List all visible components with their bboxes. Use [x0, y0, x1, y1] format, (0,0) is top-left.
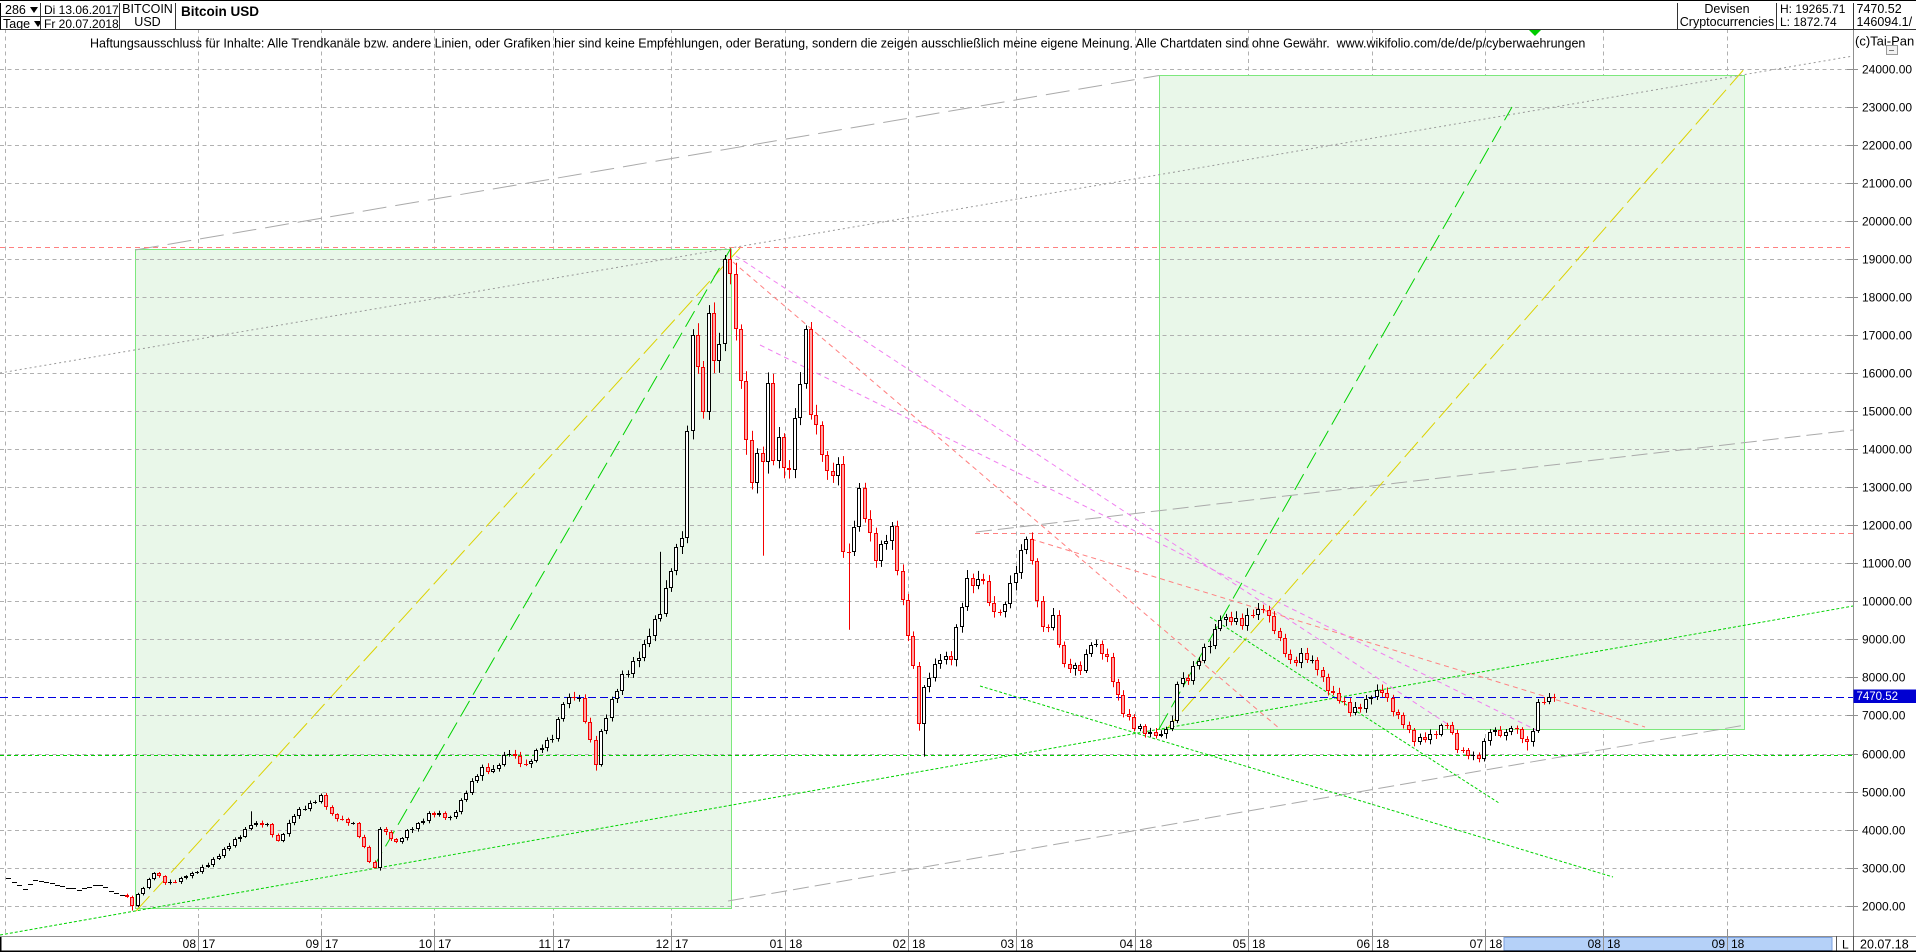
svg-text:3000.00: 3000.00 — [1862, 862, 1906, 876]
svg-text:14000.00: 14000.00 — [1862, 443, 1912, 457]
svg-text:18: 18 — [1020, 937, 1034, 951]
svg-text:24000.00: 24000.00 — [1862, 63, 1912, 77]
svg-text:17: 17 — [438, 937, 452, 951]
svg-text:7470.52: 7470.52 — [1857, 691, 1899, 703]
svg-text:15000.00: 15000.00 — [1862, 405, 1912, 419]
svg-text:18: 18 — [1731, 937, 1745, 951]
svg-text:8000.00: 8000.00 — [1862, 671, 1906, 685]
svg-text:16000.00: 16000.00 — [1862, 367, 1912, 381]
svg-text:10: 10 — [419, 937, 433, 951]
svg-text:17: 17 — [325, 937, 339, 951]
svg-text:18: 18 — [1489, 937, 1503, 951]
svg-text:17: 17 — [675, 937, 689, 951]
svg-text:09: 09 — [306, 937, 320, 951]
svg-text:19000.00: 19000.00 — [1862, 253, 1912, 267]
svg-text:Haftungsausschluss für Inhalte: Haftungsausschluss für Inhalte: Alle Tre… — [90, 37, 1585, 51]
svg-text:2000.00: 2000.00 — [1862, 900, 1906, 914]
svg-text:11: 11 — [539, 937, 552, 951]
svg-text:18000.00: 18000.00 — [1862, 291, 1912, 305]
svg-text:05: 05 — [1233, 937, 1247, 951]
svg-text:20000.00: 20000.00 — [1862, 215, 1912, 229]
svg-text:23000.00: 23000.00 — [1862, 101, 1912, 115]
svg-text:01: 01 — [770, 937, 784, 951]
svg-text:L: L — [1842, 938, 1849, 952]
svg-text:04: 04 — [1120, 937, 1134, 951]
svg-text:11000.00: 11000.00 — [1862, 557, 1911, 571]
svg-text:02: 02 — [893, 937, 907, 951]
svg-text:9000.00: 9000.00 — [1862, 633, 1906, 647]
svg-text:17: 17 — [202, 937, 216, 951]
svg-text:17: 17 — [557, 937, 571, 951]
svg-text:18: 18 — [1252, 937, 1266, 951]
svg-text:5000.00: 5000.00 — [1862, 786, 1906, 800]
svg-text:10000.00: 10000.00 — [1862, 595, 1912, 609]
svg-text:18: 18 — [1139, 937, 1153, 951]
svg-text:08: 08 — [183, 937, 197, 951]
svg-text:(c)Tai-Pan: (c)Tai-Pan — [1855, 34, 1914, 49]
svg-text:20.07.18: 20.07.18 — [1860, 938, 1909, 952]
svg-text:17000.00: 17000.00 — [1862, 329, 1912, 343]
svg-text:13000.00: 13000.00 — [1862, 481, 1912, 495]
svg-text:12: 12 — [656, 937, 670, 951]
svg-text:6000.00: 6000.00 — [1862, 748, 1906, 762]
svg-text:07: 07 — [1470, 937, 1484, 951]
svg-text:4000.00: 4000.00 — [1862, 824, 1906, 838]
svg-text:08: 08 — [1588, 937, 1602, 951]
svg-text:06: 06 — [1357, 937, 1371, 951]
svg-text:22000.00: 22000.00 — [1862, 139, 1912, 153]
svg-text:7000.00: 7000.00 — [1862, 709, 1906, 723]
svg-text:09: 09 — [1712, 937, 1726, 951]
svg-text:18: 18 — [912, 937, 926, 951]
svg-text:21000.00: 21000.00 — [1862, 177, 1912, 191]
svg-text:03: 03 — [1001, 937, 1015, 951]
svg-text:18: 18 — [1607, 937, 1621, 951]
svg-text:18: 18 — [1376, 937, 1390, 951]
svg-text:12000.00: 12000.00 — [1862, 519, 1912, 533]
svg-text:18: 18 — [789, 937, 803, 951]
